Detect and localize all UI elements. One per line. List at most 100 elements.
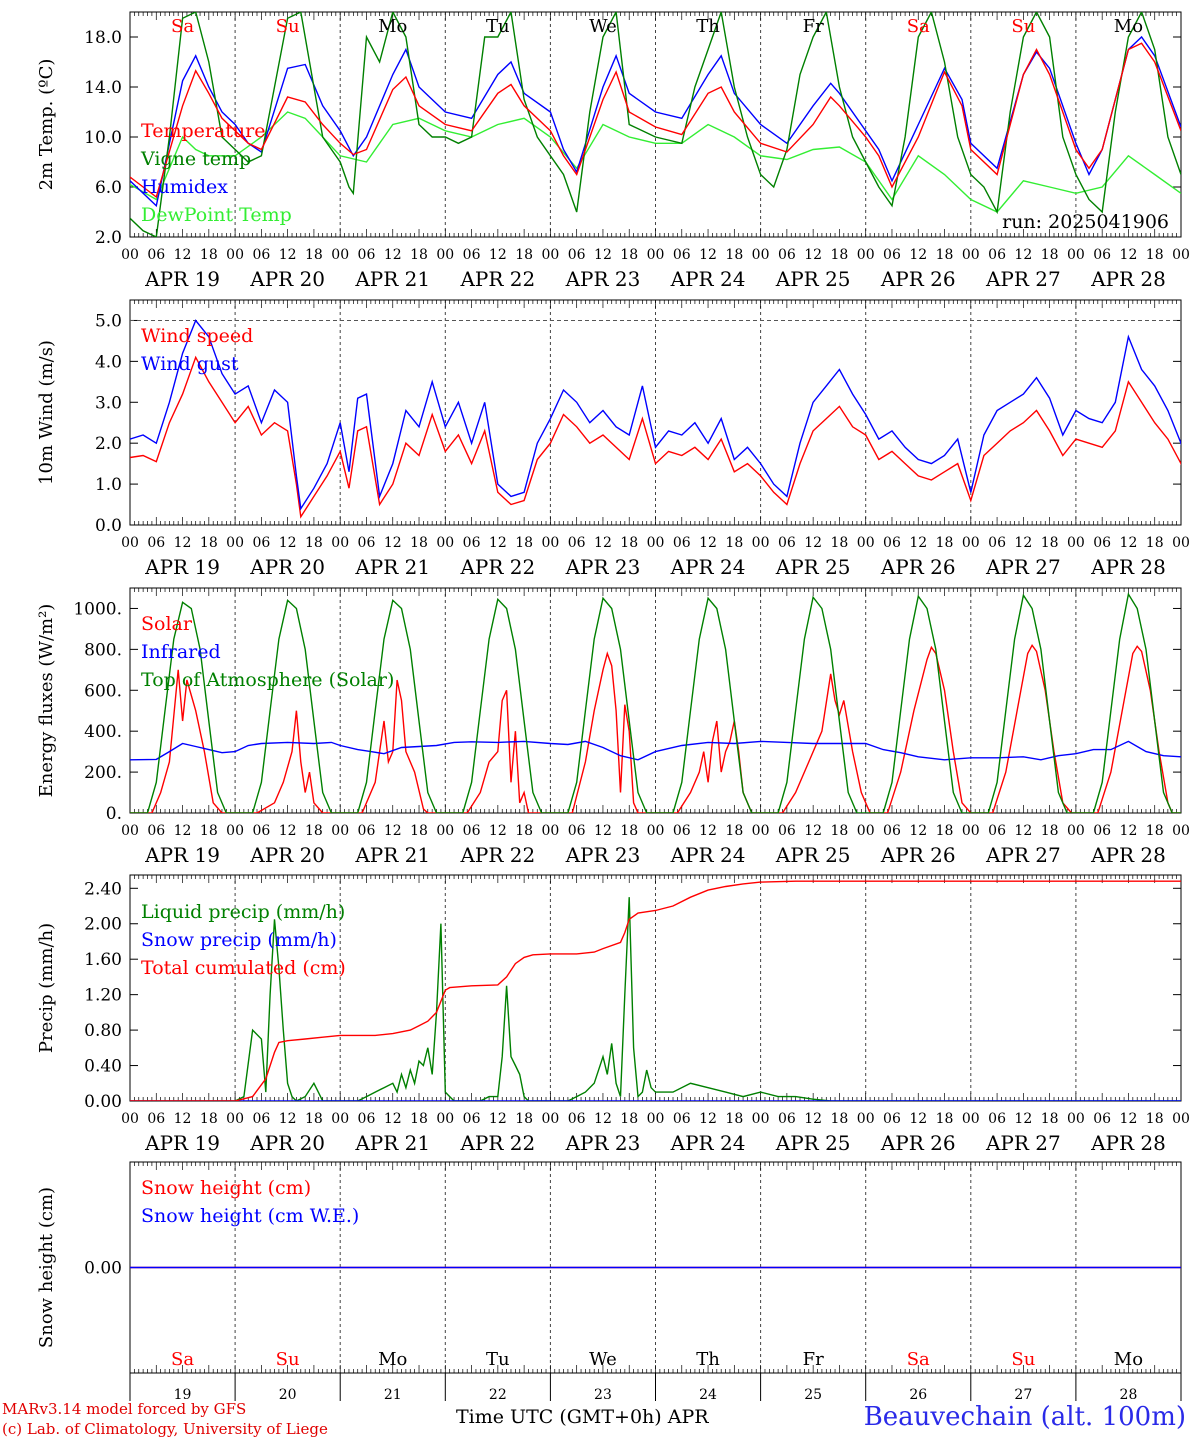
x-hour-label: 00 bbox=[226, 1111, 244, 1127]
x-hour-label: 06 bbox=[673, 1111, 691, 1127]
x-hour-label: 18 bbox=[200, 823, 218, 839]
panel-wind: 0.0 1.0 2.0 3.0 4.0 5.0 10m Wind (m/s) Wind spe… bbox=[36, 299, 1190, 579]
panel-snow: 0.00 Snow height (cm) Snow height (cm) Snow… bbox=[36, 1161, 1182, 1403]
legend-entry: Vigne temp bbox=[140, 148, 251, 170]
x-hour-label: 18 bbox=[305, 247, 323, 263]
y-tick-label: 800. bbox=[84, 640, 122, 660]
x-hour-label: 00 bbox=[541, 1111, 559, 1127]
x-hour-label: 00 bbox=[962, 535, 980, 551]
x-hour-label: 12 bbox=[804, 1111, 822, 1127]
x-day-number: 24 bbox=[699, 1387, 717, 1403]
weekday-label: Sa bbox=[171, 1349, 194, 1370]
weekday-label: Sa bbox=[907, 1349, 930, 1370]
x-hour-label: 18 bbox=[725, 1111, 743, 1127]
x-date-label: APR 21 bbox=[354, 267, 430, 291]
y-tick-label: 5.0 bbox=[95, 311, 122, 331]
x-hour-label: 18 bbox=[725, 535, 743, 551]
x-date-label: APR 19 bbox=[144, 267, 220, 291]
x-hour-label: 12 bbox=[699, 247, 717, 263]
x-hour-label: 00 bbox=[331, 247, 349, 263]
weekday-label: Sa bbox=[171, 16, 194, 37]
x-date-label: APR 23 bbox=[565, 1131, 641, 1155]
x-hour-label: 12 bbox=[174, 1111, 192, 1127]
run-label: run: 2025041906 bbox=[1002, 211, 1169, 233]
x-hour-label: 06 bbox=[147, 823, 165, 839]
x-hour-label: 00 bbox=[1067, 247, 1085, 263]
plot-frame bbox=[129, 299, 1182, 526]
x-hour-label: 00 bbox=[226, 823, 244, 839]
x-hour-label: 06 bbox=[252, 823, 270, 839]
x-day-number: 25 bbox=[804, 1387, 822, 1403]
x-hour-label: 06 bbox=[463, 247, 481, 263]
x-hour-label: 00 bbox=[857, 823, 875, 839]
legend-entry: Total cumulated (cm) bbox=[141, 957, 346, 979]
x-hour-label: 12 bbox=[279, 1111, 297, 1127]
x-hour-label: 06 bbox=[778, 247, 796, 263]
x-hour-label: 00 bbox=[331, 1111, 349, 1127]
x-date-label: APR 24 bbox=[670, 267, 746, 291]
credit-model: MARv3.14 model forced by GFS bbox=[2, 1400, 247, 1418]
x-date-label: APR 23 bbox=[565, 843, 641, 867]
x-hour-label: 12 bbox=[594, 247, 612, 263]
legend-entry: Temperature bbox=[141, 120, 265, 142]
weekday-label: Mo bbox=[1114, 16, 1143, 37]
x-hour-label: 06 bbox=[147, 535, 165, 551]
x-date-label: APR 21 bbox=[354, 555, 430, 579]
y-tick-label: 10.0 bbox=[84, 128, 122, 148]
x-hour-label: 06 bbox=[358, 247, 376, 263]
series-group bbox=[130, 880, 1181, 1101]
series-line-humidex bbox=[130, 35, 1181, 208]
x-date-label: APR 19 bbox=[144, 1131, 220, 1155]
x-date-label: APR 20 bbox=[249, 843, 325, 867]
y-tick-label: 4.0 bbox=[95, 352, 122, 372]
x-hour-label: 06 bbox=[568, 247, 586, 263]
x-hour-label: 12 bbox=[1014, 535, 1032, 551]
y-tick-label: 400. bbox=[84, 722, 122, 742]
x-day-number: 19 bbox=[174, 1387, 192, 1403]
x-hour-label: 06 bbox=[673, 823, 691, 839]
x-hour-label: 18 bbox=[936, 535, 954, 551]
series-group bbox=[130, 592, 1181, 813]
weekday-label: Su bbox=[1011, 1349, 1035, 1370]
x-hour-label: 00 bbox=[226, 247, 244, 263]
legend-entry: Wind gust bbox=[141, 353, 239, 375]
weekday-label: Mo bbox=[378, 16, 407, 37]
x-hour-label: 12 bbox=[174, 535, 192, 551]
series-group bbox=[130, 319, 1181, 519]
x-date-label: APR 25 bbox=[775, 555, 851, 579]
x-hour-label: 06 bbox=[463, 1111, 481, 1127]
weekday-label: Fr bbox=[803, 1349, 824, 1370]
weekday-label: Th bbox=[696, 1349, 720, 1370]
x-hour-label: 00 bbox=[752, 1111, 770, 1127]
x-hour-label: 12 bbox=[489, 823, 507, 839]
x-hour-label: 18 bbox=[200, 247, 218, 263]
x-hour-label: 12 bbox=[594, 823, 612, 839]
x-hour-label: 12 bbox=[1014, 247, 1032, 263]
x-hour-label: 18 bbox=[1146, 535, 1164, 551]
series-group bbox=[130, 12, 1181, 237]
x-hour-label: 06 bbox=[673, 535, 691, 551]
y-tick-label: 2.0 bbox=[95, 228, 122, 248]
x-day-number: 28 bbox=[1120, 1387, 1138, 1403]
x-hour-label: 12 bbox=[489, 535, 507, 551]
legend-entry: Liquid precip (mm/h) bbox=[141, 901, 345, 923]
x-hour-label: 18 bbox=[936, 247, 954, 263]
x-hour-label: 00 bbox=[647, 535, 665, 551]
x-day-number: 26 bbox=[909, 1387, 927, 1403]
x-hour-label: 12 bbox=[909, 535, 927, 551]
x-hour-label: 00 bbox=[121, 1111, 139, 1127]
x-hour-label: 00 bbox=[857, 247, 875, 263]
x-hour-label: 12 bbox=[909, 1111, 927, 1127]
x-hour-label: 18 bbox=[831, 1111, 849, 1127]
x-hour-label: 00 bbox=[541, 823, 559, 839]
panel-energy: 0. 200. 400. 600. 800. 1000. Energy fluxes (W/… bbox=[36, 587, 1190, 867]
series-line-vigne-temp bbox=[130, 12, 1181, 237]
y-tick-label: 2.40 bbox=[84, 879, 122, 899]
x-hour-label: 18 bbox=[831, 247, 849, 263]
x-date-label: APR 24 bbox=[670, 843, 746, 867]
x-hour-label: 18 bbox=[831, 535, 849, 551]
x-hour-label: 06 bbox=[1093, 535, 1111, 551]
x-hour-label: 12 bbox=[699, 1111, 717, 1127]
x-hour-label: 18 bbox=[1146, 1111, 1164, 1127]
